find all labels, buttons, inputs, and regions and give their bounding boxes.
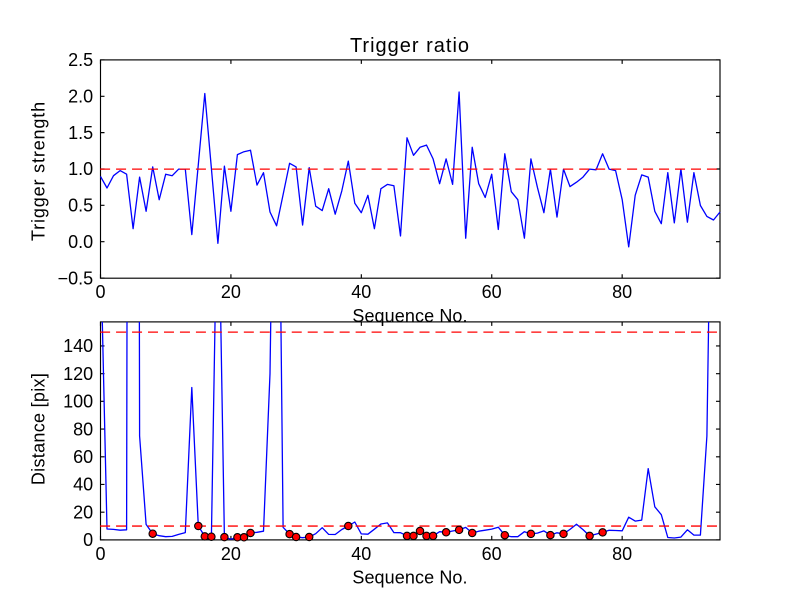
svg-text:0: 0	[83, 530, 93, 550]
svg-text:80: 80	[612, 544, 632, 564]
svg-text:Sequence No.: Sequence No.	[352, 306, 467, 326]
svg-text:0: 0	[95, 544, 105, 564]
svg-text:80: 80	[73, 419, 93, 439]
svg-text:2.5: 2.5	[68, 50, 93, 70]
svg-text:60: 60	[482, 282, 502, 302]
svg-text:0.0: 0.0	[68, 232, 93, 252]
svg-text:40: 40	[73, 475, 93, 495]
svg-text:Trigger strength: Trigger strength	[29, 101, 49, 241]
svg-text:60: 60	[73, 447, 93, 467]
svg-text:20: 20	[221, 282, 241, 302]
svg-text:60: 60	[482, 544, 502, 564]
svg-text:20: 20	[73, 502, 93, 522]
svg-text:Trigger ratio: Trigger ratio	[350, 35, 470, 57]
svg-text:1.0: 1.0	[68, 159, 93, 179]
svg-text:0.5: 0.5	[68, 196, 93, 216]
svg-text:40: 40	[351, 544, 371, 564]
svg-text:2.0: 2.0	[68, 87, 93, 107]
svg-text:0: 0	[95, 282, 105, 302]
svg-text:−0.5: −0.5	[58, 268, 94, 288]
svg-text:100: 100	[63, 392, 93, 412]
svg-text:Sequence No.: Sequence No.	[352, 568, 467, 588]
svg-text:140: 140	[63, 336, 93, 356]
svg-text:1.5: 1.5	[68, 123, 93, 143]
svg-text:20: 20	[221, 544, 241, 564]
svg-text:Distance [pix]: Distance [pix]	[29, 373, 49, 485]
svg-text:40: 40	[351, 282, 371, 302]
svg-text:120: 120	[63, 364, 93, 384]
svg-text:80: 80	[612, 282, 632, 302]
